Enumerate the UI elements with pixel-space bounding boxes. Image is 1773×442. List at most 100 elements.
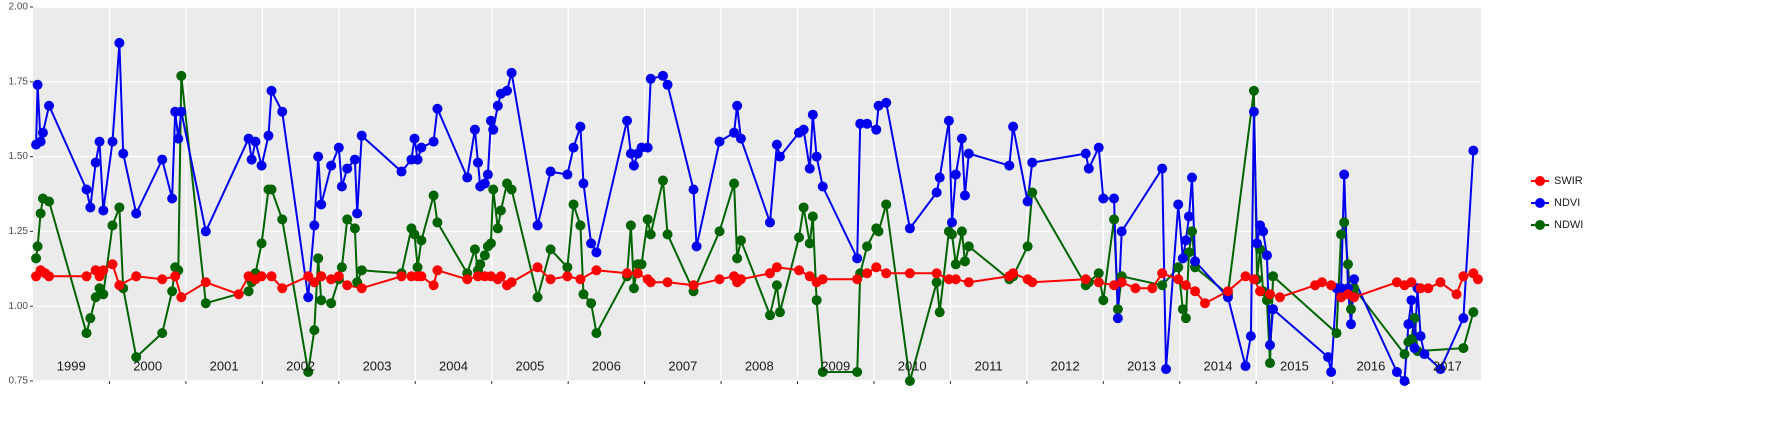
data-point [1109, 280, 1120, 291]
data-point [246, 154, 257, 165]
data-point [1027, 277, 1038, 288]
data-point [479, 178, 490, 189]
data-point [1391, 277, 1402, 288]
data-point [575, 274, 586, 285]
data-point [871, 124, 882, 135]
data-point [342, 214, 353, 225]
data-point [396, 166, 407, 177]
data-point [532, 292, 543, 303]
data-point [485, 115, 496, 126]
data-point [432, 265, 443, 276]
data-point [1157, 280, 1168, 291]
data-point [114, 280, 125, 291]
data-point [562, 169, 573, 180]
data-point [326, 160, 337, 171]
data-point [1323, 352, 1334, 363]
data-point [1423, 283, 1434, 294]
x-tick-label: 2010 [898, 358, 927, 373]
data-point [44, 196, 55, 207]
data-point [1406, 334, 1417, 345]
data-point [1130, 283, 1141, 294]
data-point [1240, 271, 1251, 282]
data-point [176, 106, 187, 117]
data-point [811, 295, 822, 306]
data-point [625, 220, 636, 231]
data-point [959, 190, 970, 201]
data-point [1346, 319, 1357, 330]
data-point [1022, 196, 1033, 207]
legend-label: SWIR [1554, 175, 1583, 187]
data-point [1274, 292, 1285, 303]
data-point [1336, 229, 1347, 240]
data-point [764, 217, 775, 228]
data-point [1406, 277, 1417, 288]
data-point [871, 262, 882, 273]
data-point [342, 280, 353, 291]
data-point [506, 277, 517, 288]
data-point [714, 226, 725, 237]
data-point [1258, 226, 1269, 237]
data-point [714, 136, 725, 147]
data-point [934, 172, 945, 183]
y-tick-label: 1.50 [9, 151, 29, 162]
data-point [1004, 160, 1015, 171]
data-point [1268, 304, 1279, 315]
legend-symbol [1535, 198, 1545, 208]
data-point [352, 208, 363, 219]
data-point [931, 187, 942, 198]
data-point [492, 223, 503, 234]
data-point [934, 307, 945, 318]
data-point [416, 271, 427, 282]
x-tick-label: 2013 [1127, 358, 1156, 373]
legend-label: NDVI [1554, 197, 1580, 209]
data-point [1177, 253, 1188, 264]
x-tick-label: 2011 [975, 358, 1003, 373]
data-point [1336, 283, 1347, 294]
data-point [1349, 274, 1360, 285]
data-point [807, 109, 818, 120]
data-point [568, 199, 579, 210]
data-point [412, 262, 423, 273]
data-point [735, 133, 746, 144]
data-point [256, 271, 267, 282]
data-point [1173, 199, 1184, 210]
data-point [852, 274, 863, 285]
data-point [562, 262, 573, 273]
data-point [1022, 241, 1033, 252]
data-point [107, 259, 118, 270]
data-point [645, 277, 656, 288]
data-point [1116, 277, 1127, 288]
data-point [862, 241, 873, 252]
data-point [798, 124, 809, 135]
data-point [862, 118, 873, 129]
data-point [1183, 211, 1194, 222]
data-point [774, 151, 785, 162]
data-point [662, 79, 673, 90]
data-point [1415, 331, 1426, 342]
data-point [1109, 214, 1120, 225]
data-point [950, 169, 961, 180]
data-point [416, 235, 427, 246]
data-point [1342, 259, 1353, 270]
data-point [1173, 274, 1184, 285]
data-point [432, 103, 443, 114]
data-point [591, 247, 602, 258]
data-point [107, 220, 118, 231]
data-point [85, 202, 96, 213]
data-point [176, 292, 187, 303]
data-point [645, 73, 656, 84]
data-point [1248, 106, 1259, 117]
data-point [1008, 121, 1019, 132]
data-point [1415, 283, 1426, 294]
data-point [356, 283, 367, 294]
data-point [1268, 271, 1279, 282]
data-point [1161, 364, 1172, 375]
data-point [266, 85, 277, 96]
data-point [1409, 313, 1420, 324]
data-point [852, 253, 863, 264]
data-point [303, 271, 314, 282]
data-point [622, 268, 633, 279]
data-point [1240, 361, 1251, 372]
data-point [1180, 313, 1191, 324]
